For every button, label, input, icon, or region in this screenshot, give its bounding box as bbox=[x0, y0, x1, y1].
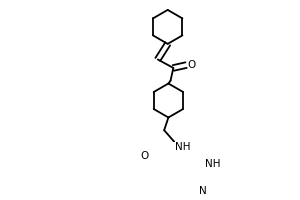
Text: O: O bbox=[140, 151, 148, 161]
Text: NH: NH bbox=[206, 159, 221, 169]
Text: N: N bbox=[199, 186, 207, 196]
Text: NH: NH bbox=[175, 142, 190, 152]
Text: O: O bbox=[188, 60, 196, 70]
